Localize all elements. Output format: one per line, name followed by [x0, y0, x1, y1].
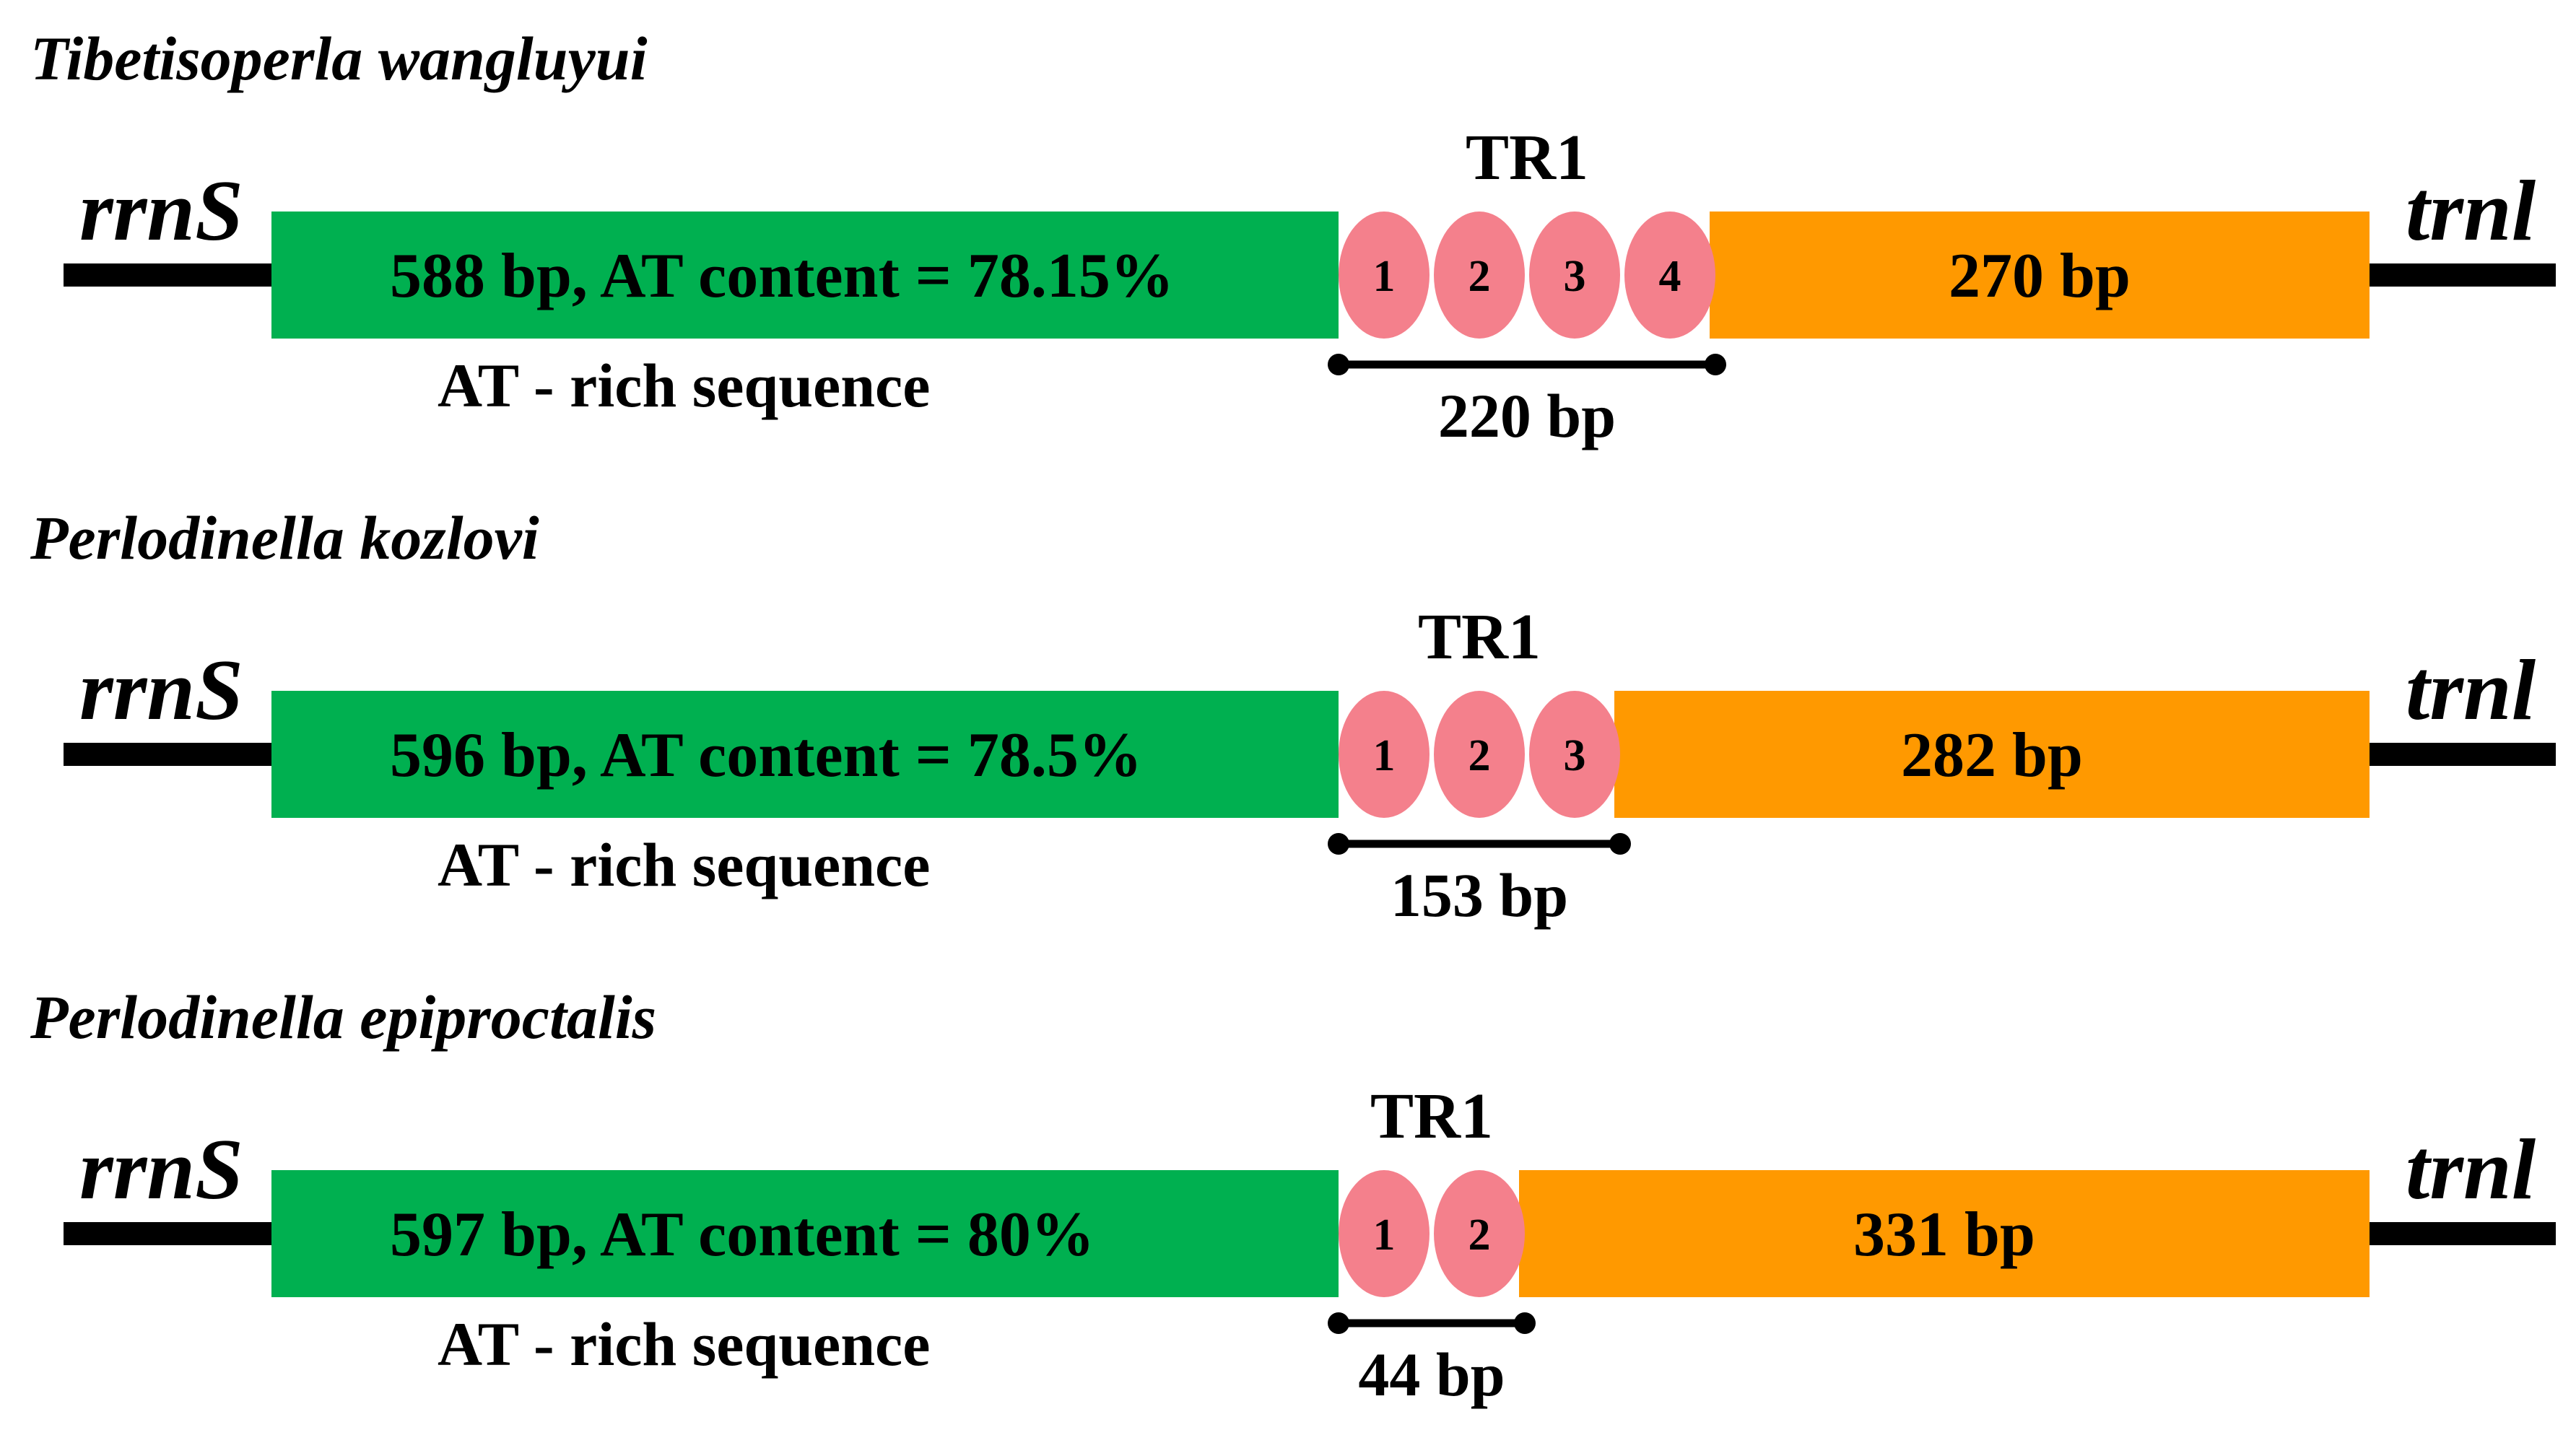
at-rich-box	[271, 1170, 1339, 1297]
tail-text: 282 bp	[1901, 720, 2083, 790]
at-rich-text: 597 bp, AT content = 80%	[390, 1200, 1095, 1270]
species-name: Perlodinella epiproctalis	[30, 982, 656, 1052]
right-flank-line	[2370, 263, 2556, 287]
repeat-span-label: 220 bp	[1438, 381, 1616, 450]
right-gene-label: trnl	[2406, 642, 2536, 738]
repeat-number: 1	[1373, 731, 1396, 780]
tail-text: 270 bp	[1949, 241, 2131, 311]
rows-layer: Tibetisoperla wangluyui rrnS 588 bp, AT co…	[30, 24, 2556, 1409]
left-flank-line	[64, 743, 273, 766]
repeat-number: 3	[1564, 731, 1586, 780]
region-label: AT - rich sequence	[438, 830, 930, 899]
repeat-span-end	[1514, 1312, 1536, 1334]
at-rich-box	[271, 691, 1339, 818]
repeat-unit	[1434, 691, 1525, 818]
repeat-label: TR1	[1466, 122, 1588, 193]
repeat-number: 4	[1659, 252, 1681, 301]
left-gene-label: rrnS	[79, 162, 243, 258]
row-2: Perlodinella kozlovi rrnS 596 bp, AT conte…	[30, 503, 2556, 930]
left-flank-line	[64, 263, 273, 287]
repeat-unit	[1339, 1170, 1430, 1297]
repeat-number: 1	[1373, 1211, 1396, 1260]
at-rich-text: 588 bp, AT content = 78.15%	[390, 241, 1174, 311]
tail-box	[1614, 691, 2370, 818]
repeat-number: 2	[1468, 731, 1491, 780]
repeat-unit	[1529, 212, 1620, 339]
right-flank-line	[2370, 743, 2556, 766]
repeat-unit	[1339, 212, 1430, 339]
row-3: Perlodinella epiproctalis rrnS 597 bp, AT …	[30, 982, 2556, 1409]
tail-text: 331 bp	[1853, 1200, 2035, 1270]
repeat-unit	[1434, 212, 1525, 339]
repeat-unit	[1624, 212, 1715, 339]
left-gene-label: rrnS	[79, 642, 243, 738]
right-gene-label: trnl	[2406, 1121, 2536, 1217]
repeat-unit	[1339, 691, 1430, 818]
left-flank-line	[64, 1222, 273, 1245]
repeat-span-end	[1705, 354, 1726, 375]
species-name: Tibetisoperla wangluyui	[30, 24, 648, 93]
repeat-span-label: 153 bp	[1391, 860, 1568, 930]
species-name: Perlodinella kozlovi	[30, 503, 539, 572]
repeat-number: 2	[1468, 252, 1491, 301]
right-gene-label: trnl	[2406, 162, 2536, 258]
left-gene-label: rrnS	[79, 1121, 243, 1217]
at-rich-text: 596 bp, AT content = 78.5%	[390, 720, 1142, 790]
at-rich-box	[271, 212, 1339, 339]
repeat-label: TR1	[1370, 1081, 1493, 1152]
repeat-number: 1	[1373, 252, 1396, 301]
repeat-span-end	[1328, 833, 1349, 855]
repeat-number: 3	[1564, 252, 1586, 301]
tail-box	[1519, 1170, 2370, 1297]
region-label: AT - rich sequence	[438, 351, 930, 420]
region-label: AT - rich sequence	[438, 1309, 930, 1379]
row-1: Tibetisoperla wangluyui rrnS 588 bp, AT co…	[30, 24, 2556, 450]
repeat-unit	[1434, 1170, 1525, 1297]
repeat-span-label: 44 bp	[1358, 1340, 1505, 1409]
repeat-span-end	[1609, 833, 1631, 855]
tail-box	[1710, 212, 2370, 339]
repeat-label: TR1	[1418, 601, 1541, 673]
repeat-number: 2	[1468, 1211, 1491, 1260]
repeat-unit	[1529, 691, 1620, 818]
repeat-span-end	[1328, 1312, 1349, 1334]
right-flank-line	[2370, 1222, 2556, 1245]
repeat-span-end	[1328, 354, 1349, 375]
